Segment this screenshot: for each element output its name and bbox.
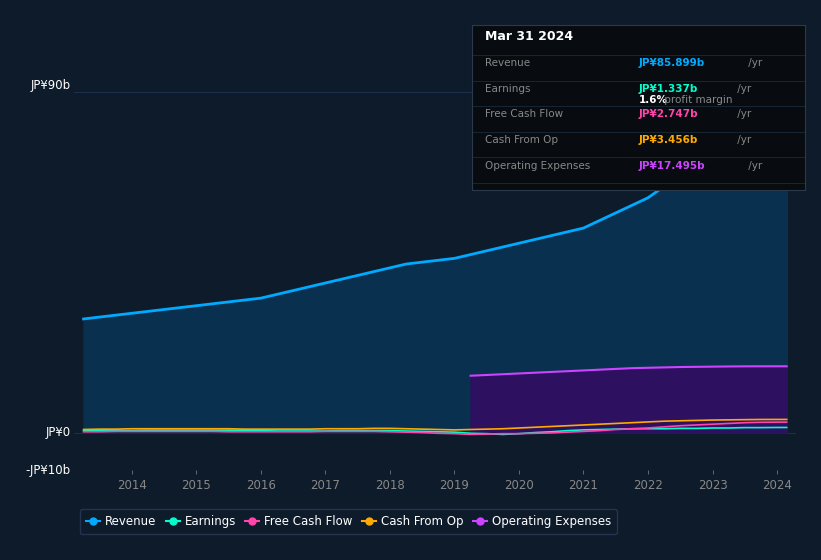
Text: /yr: /yr: [734, 135, 751, 145]
Text: Revenue: Revenue: [485, 58, 530, 68]
Text: JP¥90b: JP¥90b: [30, 79, 71, 92]
Text: Earnings: Earnings: [485, 84, 531, 94]
Text: JP¥3.456b: JP¥3.456b: [639, 135, 698, 145]
Text: /yr: /yr: [734, 109, 751, 119]
Text: /yr: /yr: [745, 58, 762, 68]
Text: Mar 31 2024: Mar 31 2024: [485, 30, 574, 43]
Text: JP¥85.899b: JP¥85.899b: [639, 58, 704, 68]
Text: profit margin: profit margin: [661, 95, 732, 105]
Text: JP¥17.495b: JP¥17.495b: [639, 161, 705, 171]
Text: -JP¥10b: -JP¥10b: [25, 464, 71, 477]
Text: JP¥0: JP¥0: [45, 426, 71, 439]
Text: JP¥2.747b: JP¥2.747b: [639, 109, 698, 119]
Text: /yr: /yr: [734, 84, 751, 94]
Text: 1.6%: 1.6%: [639, 95, 667, 105]
Text: Operating Expenses: Operating Expenses: [485, 161, 590, 171]
Text: JP¥1.337b: JP¥1.337b: [639, 84, 698, 94]
Text: /yr: /yr: [745, 161, 762, 171]
Text: Free Cash Flow: Free Cash Flow: [485, 109, 563, 119]
Legend: Revenue, Earnings, Free Cash Flow, Cash From Op, Operating Expenses: Revenue, Earnings, Free Cash Flow, Cash …: [80, 509, 617, 534]
Text: Cash From Op: Cash From Op: [485, 135, 558, 145]
